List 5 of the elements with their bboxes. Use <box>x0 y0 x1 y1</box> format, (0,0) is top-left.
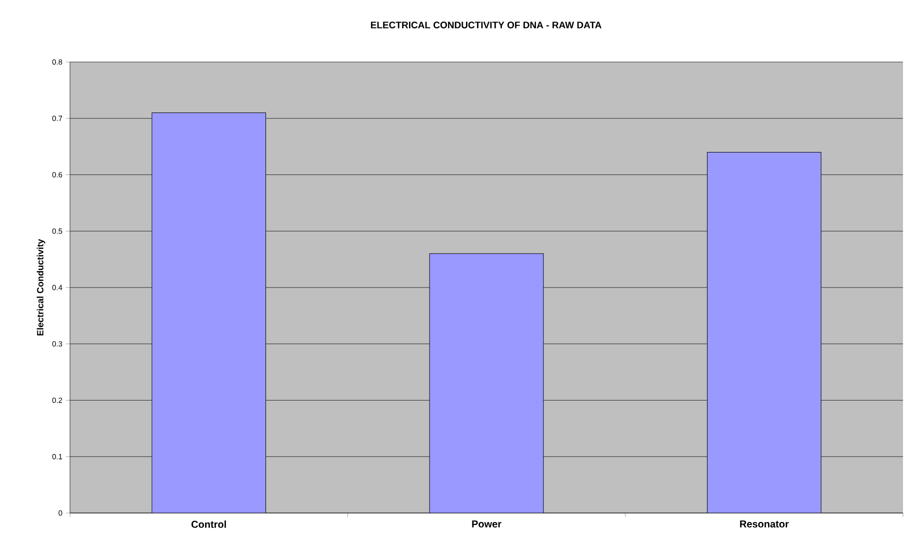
x-tick-label: Resonator <box>740 520 789 528</box>
x-tick-label: Control <box>191 520 226 528</box>
y-axis-title: Electrical Conductivity <box>36 239 46 336</box>
chart-title: ELECTRICAL CONDUCTIVITY OF DNA - RAW DATA <box>370 22 602 28</box>
x-tick-label: Power <box>472 520 502 528</box>
